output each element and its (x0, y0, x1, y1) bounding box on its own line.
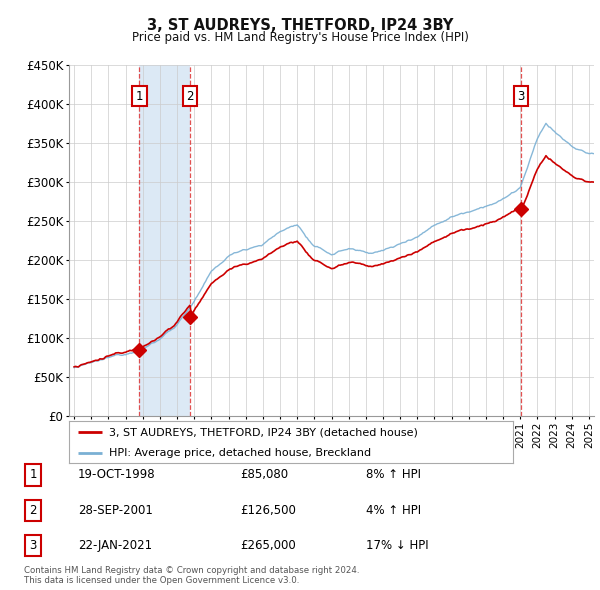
Text: 3: 3 (517, 90, 525, 103)
Text: 1: 1 (29, 468, 37, 481)
Text: 19-OCT-1998: 19-OCT-1998 (78, 468, 155, 481)
Text: 28-SEP-2001: 28-SEP-2001 (78, 504, 153, 517)
Text: 22-JAN-2021: 22-JAN-2021 (78, 539, 152, 552)
Text: 3, ST AUDREYS, THETFORD, IP24 3BY (detached house): 3, ST AUDREYS, THETFORD, IP24 3BY (detac… (109, 427, 418, 437)
Text: 3: 3 (29, 539, 37, 552)
Text: 3, ST AUDREYS, THETFORD, IP24 3BY: 3, ST AUDREYS, THETFORD, IP24 3BY (147, 18, 453, 32)
Text: 1: 1 (136, 90, 143, 103)
Text: 2: 2 (186, 90, 194, 103)
Text: £126,500: £126,500 (240, 504, 296, 517)
Text: 17% ↓ HPI: 17% ↓ HPI (366, 539, 428, 552)
Text: £85,080: £85,080 (240, 468, 288, 481)
Text: £265,000: £265,000 (240, 539, 296, 552)
Text: HPI: Average price, detached house, Breckland: HPI: Average price, detached house, Brec… (109, 448, 371, 457)
Text: 8% ↑ HPI: 8% ↑ HPI (366, 468, 421, 481)
Text: 2: 2 (29, 504, 37, 517)
Bar (139, 65, 190, 416)
Text: Price paid vs. HM Land Registry's House Price Index (HPI): Price paid vs. HM Land Registry's House … (131, 31, 469, 44)
Text: Contains HM Land Registry data © Crown copyright and database right 2024.
This d: Contains HM Land Registry data © Crown c… (24, 566, 359, 585)
Text: 4% ↑ HPI: 4% ↑ HPI (366, 504, 421, 517)
